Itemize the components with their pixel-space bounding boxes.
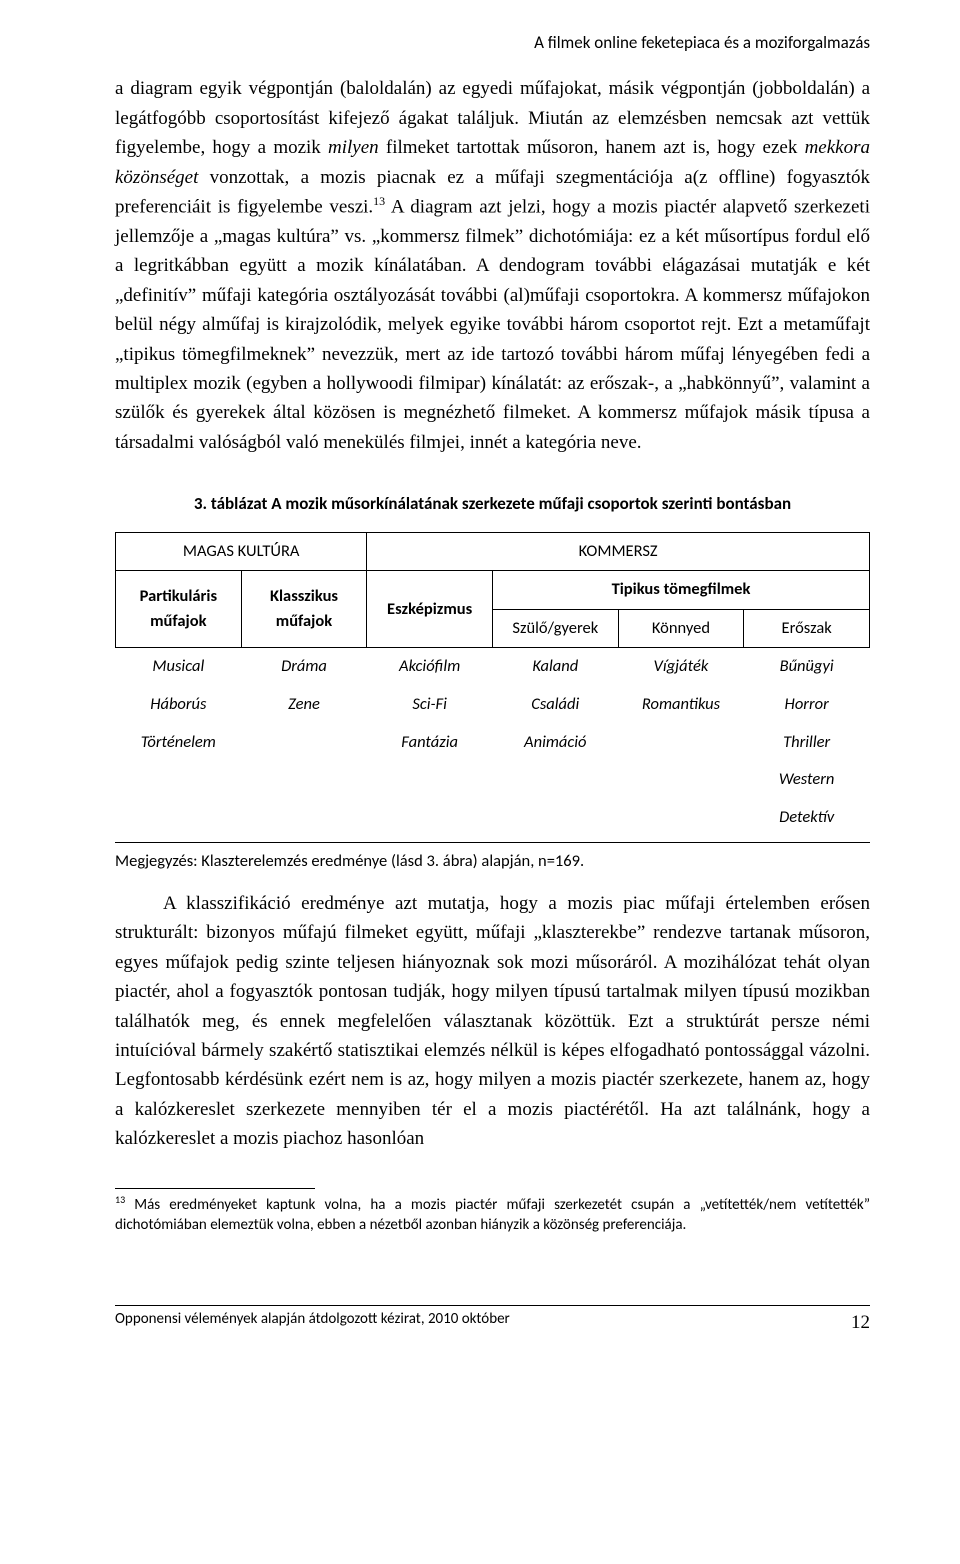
cell xyxy=(116,799,242,837)
cell xyxy=(241,799,367,837)
col-eroszak: Erőszak xyxy=(744,609,870,648)
footer-separator xyxy=(115,1305,870,1306)
cell xyxy=(492,799,618,837)
table-row: Western xyxy=(116,761,870,799)
table-row: Musical Dráma Akciófilm Kaland Vígjáték … xyxy=(116,648,870,686)
cell: Animáció xyxy=(492,724,618,762)
cell: Musical xyxy=(116,648,242,686)
cell: Családi xyxy=(492,686,618,724)
cell xyxy=(241,761,367,799)
col-tipikus-group: Tipikus tömegfilmek xyxy=(492,571,869,610)
cell: Detektív xyxy=(744,799,870,837)
group-high-culture: MAGAS KULTÚRA xyxy=(116,532,367,571)
page-footer: Opponensi vélemények alapján átdolgozott… xyxy=(115,1308,870,1337)
cell xyxy=(116,761,242,799)
footer-text: Opponensi vélemények alapján átdolgozott… xyxy=(115,1308,510,1337)
running-header: A filmek online feketepiaca és a mozifor… xyxy=(115,30,870,56)
table-row: Detektív xyxy=(116,799,870,837)
cell xyxy=(367,799,493,837)
main-paragraph-2: A klasszifikáció eredménye azt mutatja, … xyxy=(115,889,870,1154)
footnote-13: 13 Más eredményeket kaptunk volna, ha a … xyxy=(115,1193,870,1236)
cell xyxy=(241,724,367,762)
cell: Dráma xyxy=(241,648,367,686)
table-top-group-row: MAGAS KULTÚRA KOMMERSZ xyxy=(116,532,870,571)
cell: Zene xyxy=(241,686,367,724)
col-klasszikus: Klasszikus műfajok xyxy=(241,571,367,648)
col-eszkepizmus: Eszképizmus xyxy=(367,571,493,648)
cell: Akciófilm xyxy=(367,648,493,686)
cell: Háborús xyxy=(116,686,242,724)
table-note: Megjegyzés: Klaszterelemzés eredménye (l… xyxy=(115,842,870,875)
cell: Történelem xyxy=(116,724,242,762)
cell: Vígjáték xyxy=(618,648,744,686)
genre-table: MAGAS KULTÚRA KOMMERSZ Partikuláris műfa… xyxy=(115,532,870,837)
cell: Fantázia xyxy=(367,724,493,762)
cell: Western xyxy=(744,761,870,799)
table-row: Történelem Fantázia Animáció Thriller xyxy=(116,724,870,762)
page-number: 12 xyxy=(851,1308,870,1337)
col-konnyed: Könnyed xyxy=(618,609,744,648)
cell: Romantikus xyxy=(618,686,744,724)
col-szulo: Szülő/gyerek xyxy=(492,609,618,648)
cell: Sci-Fi xyxy=(367,686,493,724)
cell xyxy=(618,761,744,799)
group-kommersz: KOMMERSZ xyxy=(367,532,870,571)
cell: Horror xyxy=(744,686,870,724)
table-col-header-row-1: Partikuláris műfajok Klasszikus műfajok … xyxy=(116,571,870,610)
cell xyxy=(492,761,618,799)
cell xyxy=(367,761,493,799)
main-paragraph-1: a diagram egyik végpontján (baloldalán) … xyxy=(115,74,870,457)
cell: Bűnügyi xyxy=(744,648,870,686)
table-title: 3. táblázat A mozik műsorkínálatának sze… xyxy=(115,491,870,517)
cell: Thriller xyxy=(744,724,870,762)
table-row: Háborús Zene Sci-Fi Családi Romantikus H… xyxy=(116,686,870,724)
cell xyxy=(618,799,744,837)
footnote-separator xyxy=(115,1188,315,1189)
cell xyxy=(618,724,744,762)
col-partikularis: Partikuláris műfajok xyxy=(116,571,242,648)
cell: Kaland xyxy=(492,648,618,686)
